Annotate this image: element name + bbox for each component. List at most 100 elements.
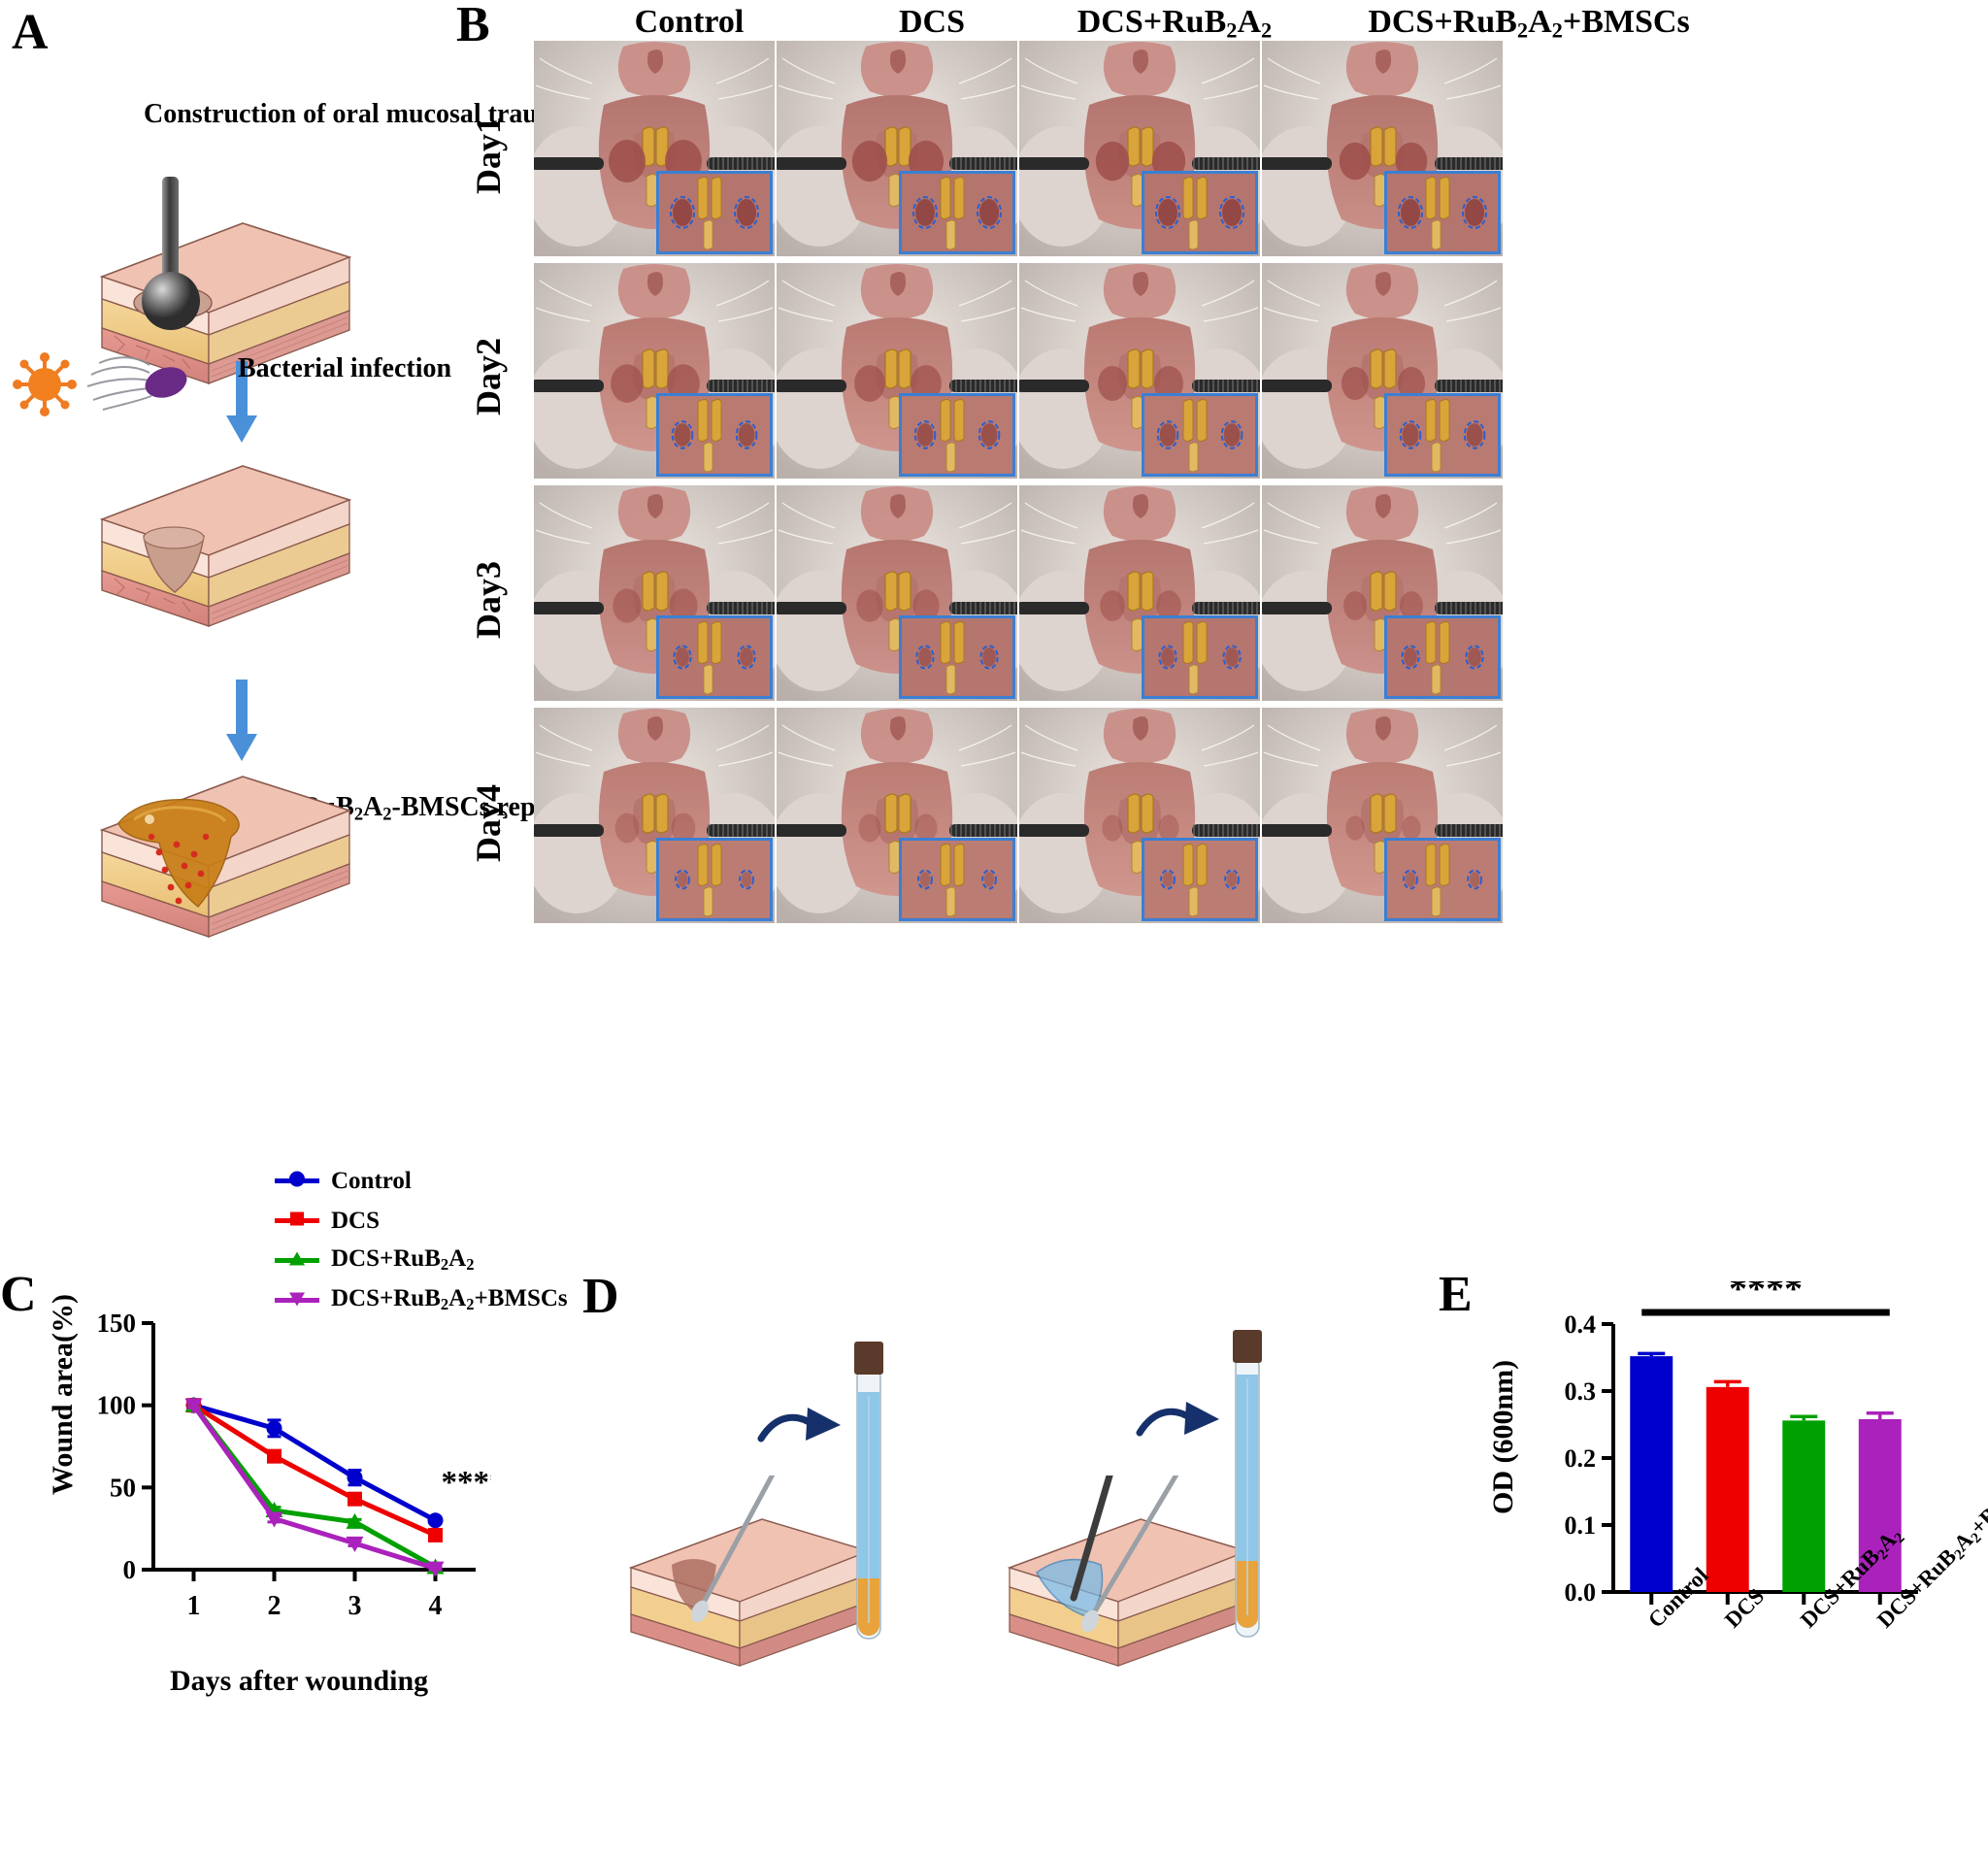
legend-label-dcs: DCS xyxy=(331,1207,381,1234)
mouse-oral-photo-day4-group2 xyxy=(777,708,1017,923)
mouse-oral-photo-day4-group4 xyxy=(1262,708,1503,923)
panel-e-bar-chart: 0.0 0.1 0.2 0.3 0.4 **** xyxy=(1565,1281,1918,1607)
inset-content xyxy=(1386,396,1498,474)
panel-c-xtick-2: 2 xyxy=(268,1591,282,1621)
row-label-day3: Day3 xyxy=(469,561,508,639)
mouse-oral-photo-day3-group1 xyxy=(534,485,775,701)
inset-content xyxy=(1143,618,1255,696)
mouse-oral-photo-day2-group3 xyxy=(1019,263,1260,479)
panel-a-step2-label: Bacterial infection xyxy=(238,353,452,383)
skin-diagram-2 xyxy=(99,465,352,627)
inset-content xyxy=(1143,841,1255,918)
legend-marker-circle xyxy=(287,1169,307,1193)
arrow-transfer-left xyxy=(757,1408,841,1442)
wound-inset xyxy=(1383,393,1501,477)
legend-line-dcs xyxy=(275,1211,319,1225)
series-dcsrubabmscs xyxy=(184,1398,445,1577)
panel-e-letter: E xyxy=(1439,1267,1473,1322)
skin-block-repair xyxy=(58,699,369,942)
legend-item-control: Control xyxy=(275,1161,568,1201)
wound-inset xyxy=(898,615,1015,699)
legend-line-control xyxy=(275,1171,319,1186)
panel-c-significance: **** xyxy=(442,1465,492,1500)
row-label-day1: Day1 xyxy=(469,116,508,194)
panel-e-significance-stars: **** xyxy=(1729,1281,1803,1310)
panel-c-xtick-3: 3 xyxy=(348,1591,362,1621)
mouse-oral-photo-day3-group2 xyxy=(777,485,1017,701)
wound-inset xyxy=(655,171,773,254)
row-label-day4: Day4 xyxy=(469,784,508,862)
legend-label-dcs-rub2a2: DCS+RuB2A2 xyxy=(331,1245,475,1275)
panel-e-y-axis-title: OD (600nm) xyxy=(1487,1359,1519,1514)
panel-c-x-axis-title: Days after wounding xyxy=(170,1665,429,1697)
panel-e-ytick-0.4: 0.4 xyxy=(1565,1310,1597,1339)
legend-label-dcs-rub2a2-bmscs: DCS+RuB2A2+BMSCs xyxy=(331,1285,568,1314)
inset-content xyxy=(901,618,1012,696)
panel-e-ytick-0.2: 0.2 xyxy=(1565,1444,1597,1473)
wound-inset xyxy=(1383,171,1501,254)
mouse-oral-photo-day2-group1 xyxy=(534,263,775,479)
panel-c-ytick-50: 50 xyxy=(110,1473,136,1502)
arrow-bacterial-infection xyxy=(225,361,258,445)
wound-inset xyxy=(1383,838,1501,921)
legend-marker-triangle-up xyxy=(287,1248,307,1273)
wound-inset xyxy=(1141,171,1258,254)
tube-icon-left xyxy=(854,1342,883,1640)
skin-diagram-gel-swab xyxy=(1007,1462,1250,1667)
wound-inset xyxy=(898,171,1015,254)
panel-a: A Construction of oral mucosal trauma xyxy=(0,0,574,1145)
bar-1 xyxy=(1706,1379,1749,1592)
column-header-dcs: DCS xyxy=(898,4,966,40)
wound-inset xyxy=(1141,393,1258,477)
column-header-dcs-rub2a2-bmscs: DCS+RuB2A2+BMSCs xyxy=(1368,4,1690,43)
legend-marker-triangle-down xyxy=(287,1288,307,1312)
series-control xyxy=(185,1397,444,1529)
panel-e-ytick-0.1: 0.1 xyxy=(1565,1511,1597,1540)
bar-2 xyxy=(1782,1414,1826,1592)
skin-diagram-3 xyxy=(99,776,352,938)
arrow-repair xyxy=(225,680,258,763)
panel-c-ytick-0: 0 xyxy=(123,1555,137,1584)
skin-block-swab xyxy=(602,1456,893,1670)
panel-e: E OD (600nm) 0.0 0.1 0.2 0.3 0.4 **** Control… xyxy=(1437,1155,1988,1857)
bar-0 xyxy=(1630,1351,1673,1592)
panel-b-letter: B xyxy=(456,0,490,52)
panel-c-ytick-100: 100 xyxy=(97,1391,137,1420)
wound-inset xyxy=(898,393,1015,477)
mouse-oral-photo-day3-group4 xyxy=(1262,485,1503,701)
wound-inset xyxy=(655,615,773,699)
bar-3 xyxy=(1858,1411,1902,1592)
inset-content xyxy=(1386,841,1498,918)
mouse-oral-photo-day3-group3 xyxy=(1019,485,1260,701)
panel-c: C Control DCS DCS+RuB2A2 xyxy=(0,1155,568,1844)
mouse-oral-photo-day1-group4 xyxy=(1262,41,1503,256)
panel-c-line-chart: 0 50 100 150 1 2 3 4 **** xyxy=(97,1309,492,1621)
mouse-oral-photo-day4-group3 xyxy=(1019,708,1260,923)
panel-a-step1-label: Construction of oral mucosal trauma xyxy=(144,99,575,129)
bacterium-icon xyxy=(86,356,187,411)
inset-content xyxy=(658,174,770,251)
panel-c-xtick-4: 4 xyxy=(429,1591,443,1621)
wound-inset xyxy=(1141,838,1258,921)
panel-c-y-axis-title: Wound area(%) xyxy=(47,1294,79,1495)
skin-diagram-swab xyxy=(628,1456,872,1667)
tube-icon-right xyxy=(1233,1330,1262,1638)
skin-block-gel-swab xyxy=(980,1462,1272,1670)
mouse-oral-photo-day1-group3 xyxy=(1019,41,1260,256)
culture-tube-left xyxy=(852,1342,885,1662)
mouse-oral-photo-day2-group2 xyxy=(777,263,1017,479)
wound-inset xyxy=(898,838,1015,921)
legend-label-control: Control xyxy=(331,1167,412,1194)
panel-b: B Control DCS DCS+RuB2A2 DCS+RuB2A2+BMSC… xyxy=(456,0,1988,932)
skin-block-wounding xyxy=(58,165,369,388)
wound-inset xyxy=(655,393,773,477)
arrow-transfer-right xyxy=(1136,1402,1219,1437)
mouse-oral-photo-day4-group1 xyxy=(534,708,775,923)
skin-block-infected xyxy=(58,408,369,631)
inset-content xyxy=(658,396,770,474)
legend-item-dcs: DCS xyxy=(275,1201,568,1241)
wound-inset xyxy=(655,838,773,921)
column-header-dcs-rub2a2: DCS+RuB2A2 xyxy=(1077,4,1273,43)
wound-inset xyxy=(1383,615,1501,699)
panel-d-letter: D xyxy=(582,1269,619,1324)
